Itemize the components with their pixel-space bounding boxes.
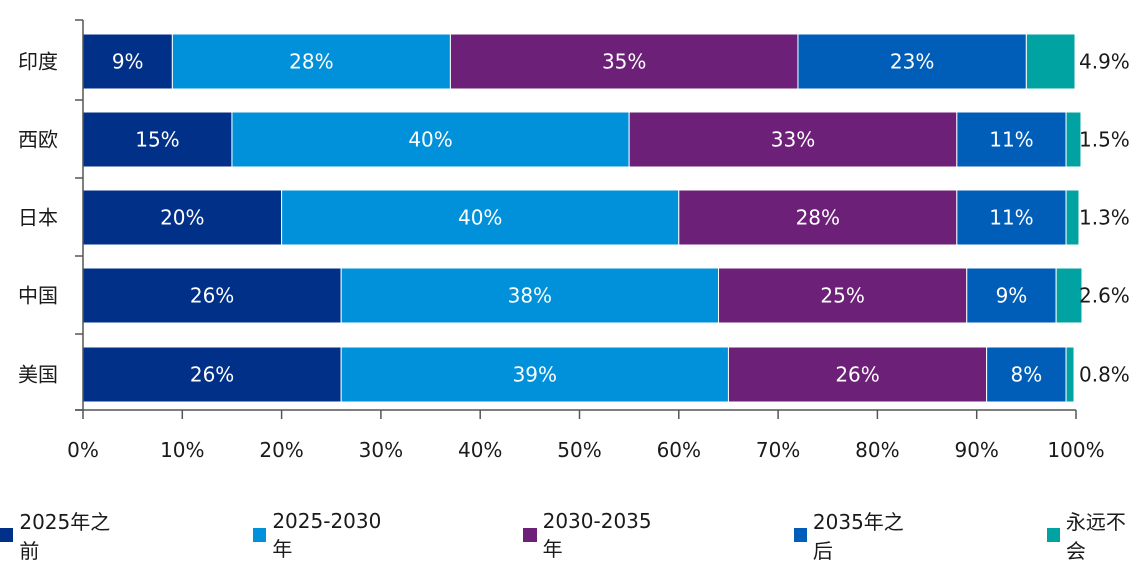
legend-item: 2035年之后 xyxy=(714,506,919,564)
bar-segment xyxy=(1065,189,1080,246)
x-tick-label: 60% xyxy=(657,438,701,462)
bar-segment xyxy=(1055,267,1083,324)
bar-segment xyxy=(171,33,451,90)
bar-segment xyxy=(966,267,1057,324)
data-label: 2.6% xyxy=(1079,284,1130,308)
bars-group: 9% 28% 35% 23% 4.9% 15% 40% 33% 11% 1.5% 20% 40% 28%… xyxy=(82,33,1130,403)
category-label: 日本 xyxy=(18,206,58,230)
legend-swatch-icon xyxy=(793,528,807,542)
data-label: 15% xyxy=(135,128,179,152)
bar-segment xyxy=(340,267,720,324)
x-tick-label: 10% xyxy=(160,438,204,462)
legend-item: 永远不会 xyxy=(967,506,1142,564)
bar-segment xyxy=(1065,346,1075,403)
category-label: 西欧 xyxy=(18,128,58,152)
data-label: 25% xyxy=(820,284,864,308)
legend-item: 2025-2030年 xyxy=(173,506,395,564)
x-tick-label: 50% xyxy=(557,438,601,462)
bar-segment xyxy=(449,33,799,90)
legend-item: 2025年之前 xyxy=(0,506,125,564)
bar-segment xyxy=(82,267,342,324)
data-label: 1.5% xyxy=(1079,128,1130,152)
category-label: 印度 xyxy=(18,50,58,74)
legend-label: 2025-2030年 xyxy=(272,508,382,561)
bar-segment xyxy=(231,111,630,168)
legend-label: 永远不会 xyxy=(1065,510,1126,563)
legend-label: 2025年之前 xyxy=(19,510,111,563)
bar-segment xyxy=(82,346,342,403)
bar-segment xyxy=(628,111,958,168)
legend-item: 2030-2035年 xyxy=(443,506,665,564)
data-label: 26% xyxy=(835,363,879,387)
x-tick-label: 90% xyxy=(954,438,998,462)
data-label: 11% xyxy=(989,206,1033,230)
x-tick-label: 100% xyxy=(1047,438,1104,462)
bar-segment xyxy=(986,346,1067,403)
bar-segment xyxy=(956,111,1067,168)
bar-segment xyxy=(340,346,729,403)
data-label: 4.9% xyxy=(1079,50,1130,74)
bar-segment xyxy=(727,346,988,403)
x-tick-label: 20% xyxy=(259,438,303,462)
data-label: 35% xyxy=(602,50,646,74)
data-label: 28% xyxy=(289,50,333,74)
data-label: 8% xyxy=(1010,363,1042,387)
data-label: 39% xyxy=(513,363,557,387)
data-label: 33% xyxy=(771,128,815,152)
legend-swatch-icon xyxy=(523,528,537,542)
bar-segment xyxy=(281,189,680,246)
bar-segment xyxy=(1065,111,1082,168)
legend-swatch-icon xyxy=(252,528,267,542)
legend-swatch-icon xyxy=(1046,528,1060,542)
x-tick-label: 80% xyxy=(855,438,899,462)
data-label: 9% xyxy=(996,284,1028,308)
legend: 2025年之前 2025-2030年 2030-2035年 2035年之后 永远不会 xyxy=(0,506,1142,564)
data-label: 23% xyxy=(890,50,934,74)
legend-label: 2035年之后 xyxy=(812,510,904,563)
data-label: 40% xyxy=(408,128,452,152)
x-tick-label: 30% xyxy=(359,438,403,462)
bar-segment xyxy=(1025,33,1076,90)
category-label: 美国 xyxy=(18,363,58,387)
x-tick-label: 0% xyxy=(67,438,99,462)
data-label: 26% xyxy=(190,284,234,308)
data-label: 40% xyxy=(458,206,502,230)
data-label: 38% xyxy=(508,284,552,308)
bar-segment xyxy=(82,33,173,90)
category-label: 中国 xyxy=(18,284,58,308)
bar-segment xyxy=(678,189,958,246)
bar-segment xyxy=(797,33,1027,90)
data-label: 9% xyxy=(112,50,144,74)
data-label: 20% xyxy=(160,206,204,230)
data-label: 26% xyxy=(190,363,234,387)
stacked-bar-chart: 9% 28% 35% 23% 4.9% 15% 40% 33% 11% 1.5% 20% 40% 28%… xyxy=(18,19,1130,462)
data-label: 11% xyxy=(989,128,1033,152)
legend-label: 2030-2035年 xyxy=(542,508,652,561)
bar-segment xyxy=(956,189,1067,246)
bar-segment xyxy=(718,267,968,324)
data-label: 28% xyxy=(796,206,840,230)
data-label: 0.8% xyxy=(1079,363,1130,387)
bar-segment xyxy=(82,111,233,168)
legend-swatch-icon xyxy=(0,528,14,542)
x-tick-label: 70% xyxy=(756,438,800,462)
data-label: 1.3% xyxy=(1079,206,1130,230)
x-tick-label: 40% xyxy=(458,438,502,462)
